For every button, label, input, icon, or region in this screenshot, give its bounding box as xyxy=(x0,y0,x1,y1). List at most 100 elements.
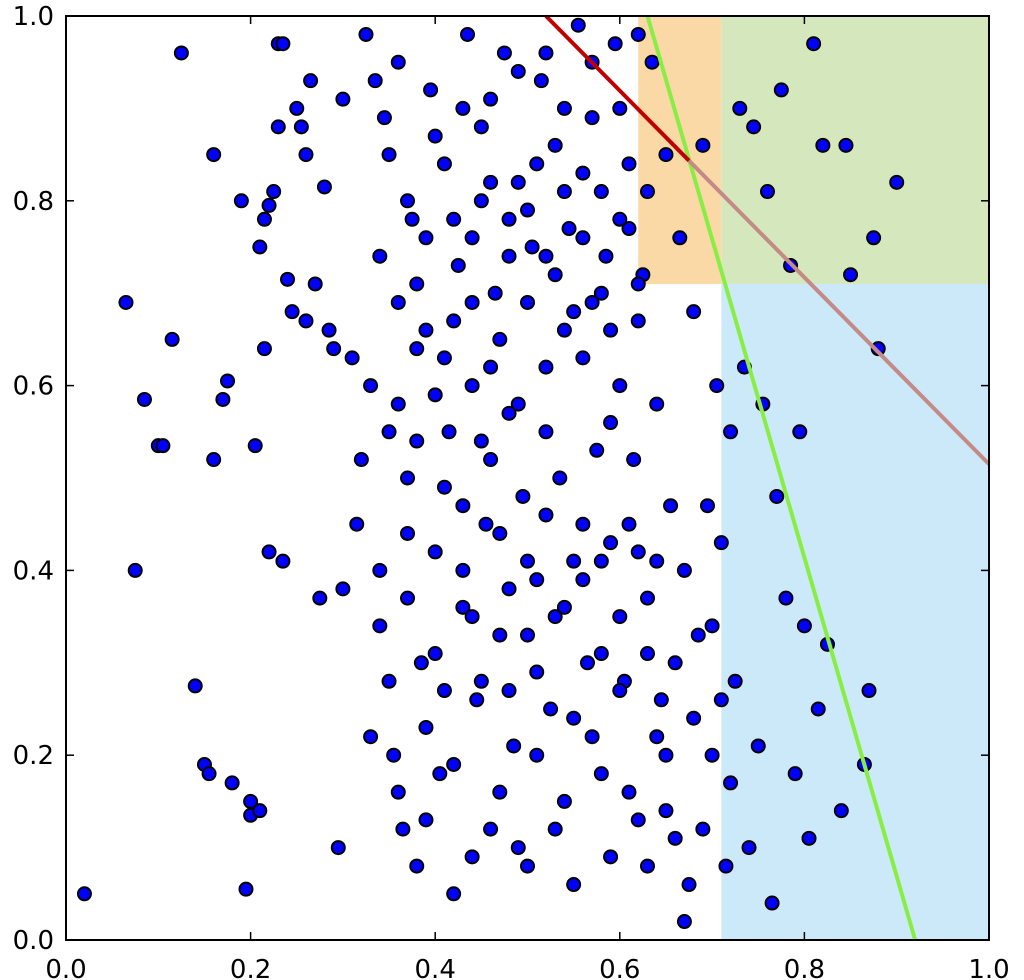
scatter-point xyxy=(506,738,522,754)
scatter-point xyxy=(843,267,859,283)
scatter-point xyxy=(446,313,462,329)
scatter-point xyxy=(418,719,434,735)
scatter-point xyxy=(478,516,494,532)
scatter-point xyxy=(270,119,286,135)
scatter-point xyxy=(667,830,683,846)
scatter-point xyxy=(455,562,471,578)
scatter-point xyxy=(561,221,577,237)
scatter-point xyxy=(612,609,628,625)
scatter-point xyxy=(861,683,877,699)
scatter-point xyxy=(155,438,171,454)
scatter-point xyxy=(556,793,572,809)
scatter-point xyxy=(796,618,812,634)
scatter-point xyxy=(552,470,568,486)
scatter-point xyxy=(400,470,416,486)
scatter-point xyxy=(584,729,600,745)
scatter-point xyxy=(769,488,785,504)
scatter-point xyxy=(838,137,854,153)
scatter-point xyxy=(653,692,669,708)
scatter-point xyxy=(889,174,905,190)
scatter-point xyxy=(538,45,554,61)
scatter-point xyxy=(676,562,692,578)
scatter-point xyxy=(787,766,803,782)
scatter-point xyxy=(464,294,480,310)
scatter-point xyxy=(381,673,397,689)
scatter-point xyxy=(547,821,563,837)
scatter-point xyxy=(575,572,591,588)
scatter-point xyxy=(792,424,808,440)
y-tick-label: 1.0 xyxy=(13,2,54,32)
scatter-point xyxy=(344,350,360,366)
scatter-point xyxy=(870,341,886,357)
scatter-point xyxy=(164,331,180,347)
scatter-point xyxy=(464,230,480,246)
scatter-point xyxy=(584,110,600,126)
scatter-point xyxy=(699,498,715,514)
scatter-point xyxy=(658,803,674,819)
scatter-point xyxy=(663,498,679,514)
scatter-point xyxy=(538,424,554,440)
scatter-point xyxy=(501,405,517,421)
scatter-point xyxy=(741,840,757,856)
scatter-point xyxy=(556,322,572,338)
scatter-point xyxy=(801,830,817,846)
scatter-point xyxy=(543,701,559,717)
scatter-point xyxy=(630,276,646,292)
scatter-point xyxy=(256,341,272,357)
scatter-point xyxy=(579,655,595,671)
scatter-point xyxy=(483,91,499,107)
scatter-point xyxy=(492,525,508,541)
scatter-point xyxy=(275,553,291,569)
scatter-point xyxy=(492,627,508,643)
scatter-point xyxy=(773,82,789,98)
scatter-point xyxy=(252,803,268,819)
green-region xyxy=(721,16,989,284)
scatter-point xyxy=(529,156,545,172)
scatter-point xyxy=(566,553,582,569)
scatter-point xyxy=(607,36,623,52)
y-tick-label: 0.2 xyxy=(13,741,54,771)
scatter-point xyxy=(473,673,489,689)
scatter-point xyxy=(644,54,660,70)
scatter-point xyxy=(372,562,388,578)
scatter-point xyxy=(400,193,416,209)
scatter-point xyxy=(612,378,628,394)
scatter-point xyxy=(266,184,282,200)
scatter-point xyxy=(676,914,692,930)
scatter-point xyxy=(423,82,439,98)
scatter-point xyxy=(667,655,683,671)
scatter-point xyxy=(584,294,600,310)
scatter-point xyxy=(483,359,499,375)
scatter-point xyxy=(570,17,586,33)
scatter-point xyxy=(547,137,563,153)
scatter-point xyxy=(206,452,222,468)
y-tick-labels: 0.0 0.2 0.4 0.6 0.8 1.0 xyxy=(13,2,54,956)
scatter-point xyxy=(658,147,674,163)
scatter-point xyxy=(593,553,609,569)
x-tick-label: 1.0 xyxy=(968,955,1009,980)
scatter-point xyxy=(247,438,263,454)
scatter-point xyxy=(289,100,305,116)
scatter-point xyxy=(626,452,642,468)
scatter-point xyxy=(187,678,203,694)
scatter-point xyxy=(390,784,406,800)
scatter-point xyxy=(621,784,637,800)
y-tick-label: 0.4 xyxy=(13,556,54,586)
scatter-point xyxy=(690,627,706,643)
scatter-point xyxy=(441,424,457,440)
scatter-point xyxy=(460,26,476,42)
scatter-point xyxy=(510,840,526,856)
scatter-point xyxy=(603,415,619,431)
scatter-point xyxy=(630,26,646,42)
scatter-point xyxy=(603,322,619,338)
scatter-point xyxy=(390,396,406,412)
scatter-point xyxy=(810,701,826,717)
scatter-point xyxy=(76,886,92,902)
scatter-point xyxy=(446,211,462,227)
scatter-point xyxy=(533,73,549,89)
x-tick-label: 0.0 xyxy=(45,955,86,980)
scatter-point xyxy=(492,784,508,800)
scatter-point xyxy=(639,590,655,606)
x-tick-labels: 0.0 0.2 0.4 0.6 0.8 1.0 xyxy=(45,955,1009,980)
scatter-point xyxy=(515,488,531,504)
